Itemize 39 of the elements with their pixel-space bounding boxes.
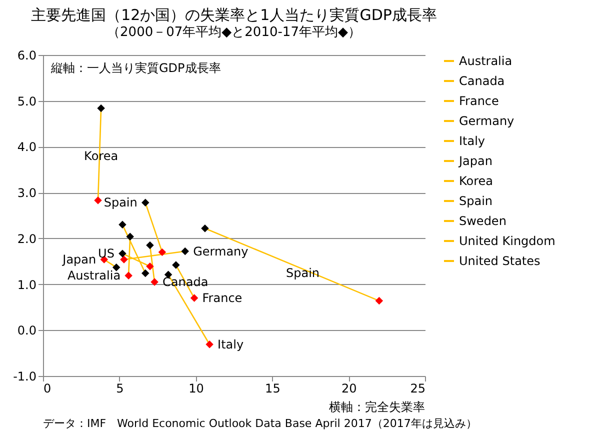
x-tick-label: 20 bbox=[341, 382, 357, 396]
annotation: Japan bbox=[62, 252, 96, 267]
legend-label: United Kingdom bbox=[459, 234, 556, 248]
annotation: France bbox=[202, 291, 242, 306]
text: データ：IMF World Economic Outlook Data Base April 2017（2017年は見込み） bbox=[43, 417, 477, 430]
y-tick-label: 4.0 bbox=[17, 140, 36, 154]
annotation: Spain bbox=[104, 196, 138, 210]
legend-label: Germany bbox=[459, 114, 514, 128]
x-axis-title: 横軸：完全失業率 bbox=[329, 400, 425, 414]
x-tick-label: 0 bbox=[44, 382, 52, 396]
y-tick-label: 2.0 bbox=[17, 232, 36, 246]
y-tick-label: 3.0 bbox=[17, 186, 36, 200]
legend-label: Australia bbox=[459, 54, 512, 68]
annotation: Italy bbox=[218, 337, 244, 352]
y-tick-label: 1.0 bbox=[17, 278, 36, 292]
annotation: Germany bbox=[193, 244, 248, 258]
legend-label: Italy bbox=[459, 134, 486, 148]
legend-label: Spain bbox=[459, 194, 493, 208]
y-tick-label: -1.0 bbox=[13, 370, 36, 384]
chart-subtitle: （2000－07年平均◆と2010-17年平均◆） bbox=[107, 25, 361, 40]
x-tick-label: 5 bbox=[116, 382, 124, 396]
y-axis-title: 縦軸：一人当り実質GDP成長率 bbox=[50, 61, 221, 75]
chart-title: 主要先進国（12か国）の失業率と1人当たり実質GDP成長率 bbox=[31, 6, 437, 24]
legend-label: Japan bbox=[458, 154, 492, 168]
y-tick-label: 6.0 bbox=[17, 48, 36, 62]
annotation: Australia bbox=[67, 268, 121, 283]
legend-label: Canada bbox=[459, 74, 505, 88]
legend-label: Korea bbox=[459, 174, 494, 188]
legend-label: Sweden bbox=[459, 214, 506, 228]
y-tick-label: 5.0 bbox=[17, 94, 36, 108]
legend-label: France bbox=[459, 94, 499, 108]
annotation: US bbox=[98, 246, 114, 261]
x-tick-label: 10 bbox=[188, 382, 204, 396]
y-tick-label: 0.0 bbox=[17, 324, 36, 338]
x-tick-label: 15 bbox=[265, 382, 280, 396]
x-tick-label: 25 bbox=[410, 382, 426, 396]
point bbox=[142, 269, 150, 278]
point bbox=[118, 220, 126, 229]
legend-label: United States bbox=[459, 254, 540, 268]
